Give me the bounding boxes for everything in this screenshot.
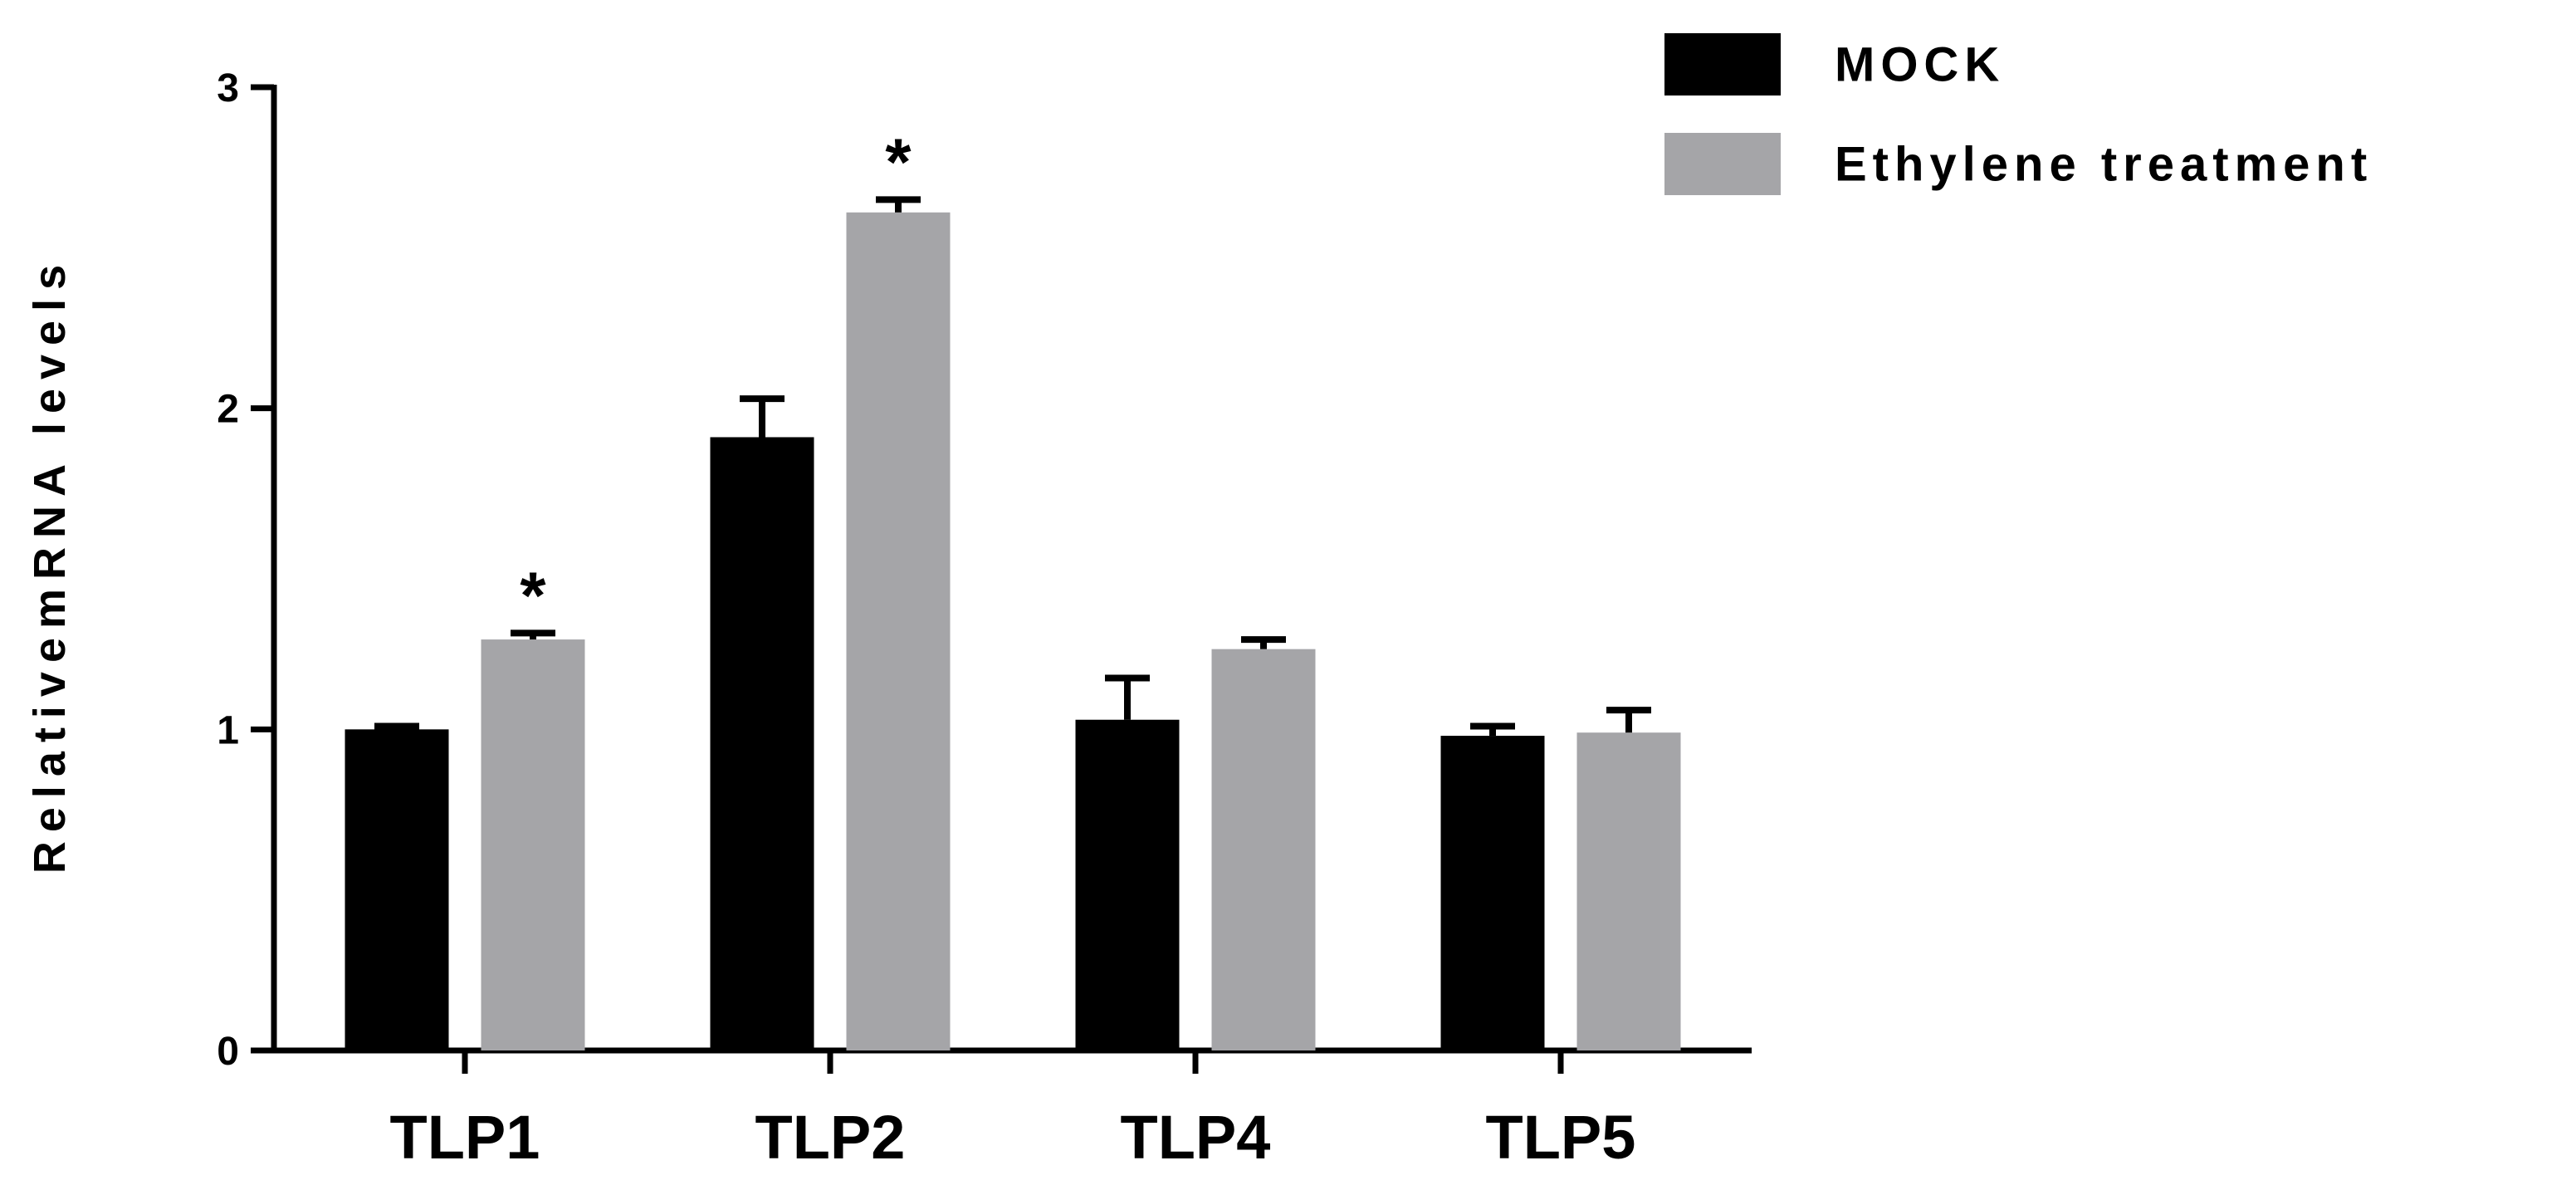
legend-label-0: MOCK (1835, 38, 2005, 92)
bars: ** (345, 125, 1681, 1051)
bar-TLP1-ethylene (481, 639, 585, 1050)
x-tick-label-TLP4: TLP4 (1121, 1103, 1271, 1172)
x-tick-label-TLP5: TLP5 (1486, 1103, 1636, 1172)
legend-label-1: Ethylene treatment (1835, 138, 2373, 192)
bar-TLP2-ethylene (846, 212, 951, 1051)
legend-swatch-1 (1664, 133, 1781, 195)
x-tick-label-TLP1: TLP1 (390, 1103, 540, 1172)
significance-TLP2: * (885, 125, 912, 198)
bar-TLP5-mock (1440, 736, 1545, 1050)
x-tick-label-TLP2: TLP2 (755, 1103, 906, 1172)
bar-TLP1-mock (345, 729, 449, 1050)
bar-TLP5-ethylene (1576, 732, 1681, 1050)
y-tick-label-2: 2 (217, 388, 239, 432)
y-axis-label: RelativemRNA levels (25, 256, 75, 874)
bar-TLP4-mock (1075, 719, 1180, 1050)
bar-TLP4-ethylene (1211, 649, 1316, 1050)
significance-TLP1: * (520, 558, 546, 632)
legend-swatch-0 (1664, 33, 1781, 95)
y-tick-label-0: 0 (217, 1030, 239, 1074)
y-tick-label-1: 1 (217, 708, 239, 752)
y-tick-label-3: 3 (217, 66, 239, 110)
legend: MOCK Ethylene treatment (1664, 33, 2373, 195)
bar-TLP2-mock (710, 437, 814, 1050)
